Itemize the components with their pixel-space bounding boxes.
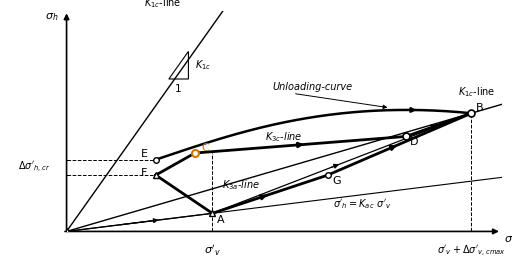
Text: $K_{1c}$-line: $K_{1c}$-line — [458, 85, 495, 99]
Text: E: E — [140, 149, 147, 159]
Text: B: B — [476, 103, 483, 113]
Text: $\sigma_v$: $\sigma_v$ — [504, 234, 512, 246]
Text: A: A — [217, 215, 224, 225]
Text: Unloading-curve: Unloading-curve — [272, 82, 352, 92]
Text: $\Delta\sigma'_{h,cr}$: $\Delta\sigma'_{h,cr}$ — [18, 160, 50, 175]
Text: D: D — [411, 137, 419, 147]
Text: $\sigma'_h = K_{ac}\ \sigma'_v$: $\sigma'_h = K_{ac}\ \sigma'_v$ — [333, 197, 392, 211]
Text: $K_{3a}$-line: $K_{3a}$-line — [222, 178, 260, 192]
Text: $\sigma'_v$: $\sigma'_v$ — [204, 244, 221, 258]
Text: $\sigma'_v + \Delta\sigma'_{v,cmax}$: $\sigma'_v + \Delta\sigma'_{v,cmax}$ — [437, 244, 506, 259]
Text: $K_{1c}$: $K_{1c}$ — [195, 58, 211, 72]
Text: G: G — [332, 176, 340, 186]
Text: F: F — [140, 168, 147, 178]
Text: $\sigma_h$: $\sigma_h$ — [45, 11, 58, 23]
Text: $K_{3c}$-line: $K_{3c}$-line — [265, 130, 303, 144]
Text: 1: 1 — [175, 84, 182, 94]
Text: $K_{1c}$-line: $K_{1c}$-line — [143, 0, 181, 10]
Text: C: C — [202, 143, 209, 153]
